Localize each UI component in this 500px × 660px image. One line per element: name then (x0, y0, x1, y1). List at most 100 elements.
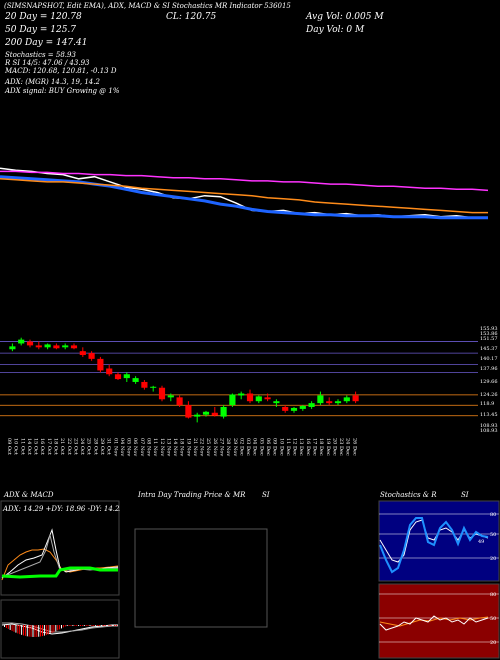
ma-series-price (0, 167, 488, 219)
date-tick-label: 06 Nov (132, 438, 138, 456)
date-tick-label: 05 Nov (126, 438, 132, 456)
date-tick-label: 07 Nov (139, 438, 145, 456)
candle-body (106, 368, 113, 375)
date-tick-label: 19 Nov (185, 438, 191, 456)
macd-histogram-bar (38, 625, 40, 637)
candle-body (97, 358, 104, 371)
rsi-tick-80: 80 (490, 592, 496, 598)
date-tick-label: 14 Oct (26, 438, 32, 455)
price-tick-label: 108.93 (480, 423, 498, 429)
candle-body (255, 396, 262, 402)
macd-histogram-bar (108, 625, 110, 626)
macd-histogram-bar (76, 625, 78, 626)
macd-histogram-bar (36, 625, 38, 637)
macd-histogram-bar (59, 625, 61, 630)
macd-histogram-bar (93, 625, 95, 626)
date-tick-label: 29 Nov (232, 438, 238, 456)
sma50-label: 50 Day = 125.7 (5, 25, 77, 35)
macd-histogram-bar (66, 625, 68, 626)
macd-histogram-bar (62, 625, 64, 628)
macd-histogram-bar (116, 625, 118, 626)
macd-histogram-bar (23, 625, 24, 636)
rsi-box (378, 583, 500, 659)
macd-histogram-bar (17, 625, 19, 634)
date-tick-label: 17 Dec (312, 438, 318, 456)
candle-body (44, 344, 51, 348)
stochastics-panel: 80 50 20 49 80 50 20 (378, 500, 500, 659)
price-tick-label: 145.37 (480, 346, 498, 352)
candle-body (79, 351, 86, 356)
date-tick-label: 13 Dec (298, 438, 304, 456)
adx-values: ADX: 14.29 +DY: 18.96 -DY: 14.22 (2, 505, 120, 513)
date-tick-label: 11 Nov (152, 438, 158, 456)
date-tick-label: 24 Dec (345, 438, 351, 456)
header-top-line: (SIMSNAPSHOT, Edit EMA), ADX, MACD & SI … (4, 2, 291, 10)
date-tick-label: 23 Dec (338, 438, 344, 456)
macd-histogram-bar (57, 625, 59, 631)
macd-histogram-bar (85, 625, 87, 626)
candle-body (114, 374, 122, 380)
macd-histogram-bar (104, 625, 106, 626)
price-tick-label: 124.26 (480, 392, 498, 398)
candles (9, 337, 359, 423)
candle-body (352, 395, 359, 402)
date-tick-label: 10 Dec (278, 438, 284, 456)
date-tick-label: 24 Oct (79, 438, 85, 455)
ma-series-50-day (0, 178, 488, 214)
date-tick-label: 18 Nov (179, 438, 185, 456)
candle-body (185, 405, 192, 418)
adx-grey-line (1, 534, 119, 577)
day-volume-label: Day Vol: 0 M (306, 25, 365, 35)
candle-body (246, 393, 254, 402)
macd-histogram-bar (42, 625, 43, 637)
date-tick-label: 29 Oct (99, 438, 105, 455)
date-tick-label: 31 Oct (106, 438, 112, 455)
avg-volume-label: Avg Vol: 0.005 M (306, 12, 384, 22)
intraday-panel (134, 528, 268, 628)
candle-body (282, 406, 289, 411)
date-tick-label: 28 Oct (92, 438, 98, 455)
candle-body (62, 345, 69, 348)
close-label: CL: 120.75 (166, 12, 217, 22)
price-tick-label: 153.86 (480, 331, 498, 337)
macd-histogram-bar (114, 625, 116, 626)
macd-histogram-bar (49, 625, 51, 634)
macd-histogram-bar (102, 625, 104, 626)
date-tick-label: 09 Dec (272, 438, 278, 456)
date-tick-label: 25 Oct (86, 438, 92, 455)
adx-macd-panel: ADX: 14.29 +DY: 18.96 -DY: 14.22 (0, 500, 120, 659)
adx-box (0, 500, 120, 596)
macd-histogram-bar (95, 625, 97, 626)
date-tick-label: 18 Dec (318, 438, 324, 456)
macd-histogram-bar (74, 625, 76, 626)
macd-histogram-bar (91, 625, 93, 626)
date-tick-label: 17 Oct (46, 438, 52, 455)
candle-body (238, 393, 245, 396)
candle-body (299, 406, 306, 409)
macd-histogram-bar (5, 625, 7, 628)
macd-histogram-bar (72, 625, 74, 626)
macd-histogram-bar (24, 625, 26, 636)
price-tick-label: 108.93 (480, 428, 498, 434)
macd-histogram-bar (32, 625, 34, 637)
macd-histogram-bar (45, 625, 47, 636)
stoch-tick-20: 20 (490, 556, 496, 562)
macd-histogram-bar (99, 625, 100, 626)
intraday-box (134, 528, 268, 628)
date-tick-label: 27 Nov (219, 438, 225, 456)
macd-histogram-bar (97, 625, 99, 626)
price-tick-label: 113.45 (480, 412, 498, 418)
macd-histogram-bar (21, 625, 23, 635)
candle-price-grid (0, 341, 478, 417)
candle-body (9, 346, 16, 350)
candle-body (88, 353, 95, 359)
macd-histogram-bar (81, 625, 83, 626)
date-tick-label: 25 Nov (205, 438, 211, 456)
candle-body (326, 401, 333, 404)
date-tick-label: 19 Dec (325, 438, 331, 456)
date-tick-label: 12 Dec (292, 438, 298, 456)
candle-body (150, 386, 157, 388)
candle-body (211, 412, 218, 416)
candle-body (26, 341, 34, 346)
